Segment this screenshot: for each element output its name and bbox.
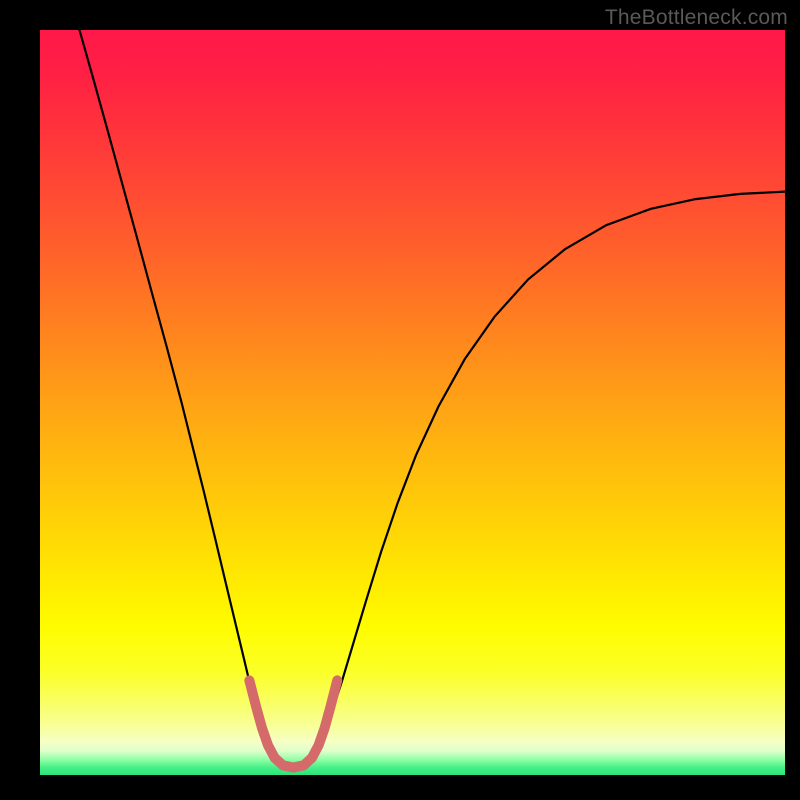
chart-svg	[40, 30, 785, 775]
watermark-text: TheBottleneck.com	[605, 6, 788, 30]
gradient-background	[40, 30, 785, 775]
chart-root: TheBottleneck.com	[0, 0, 800, 800]
plot-area	[40, 30, 785, 775]
